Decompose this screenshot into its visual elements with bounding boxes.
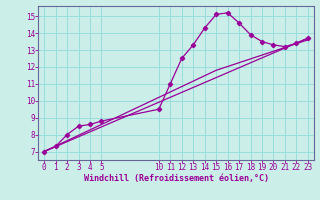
X-axis label: Windchill (Refroidissement éolien,°C): Windchill (Refroidissement éolien,°C)	[84, 174, 268, 183]
